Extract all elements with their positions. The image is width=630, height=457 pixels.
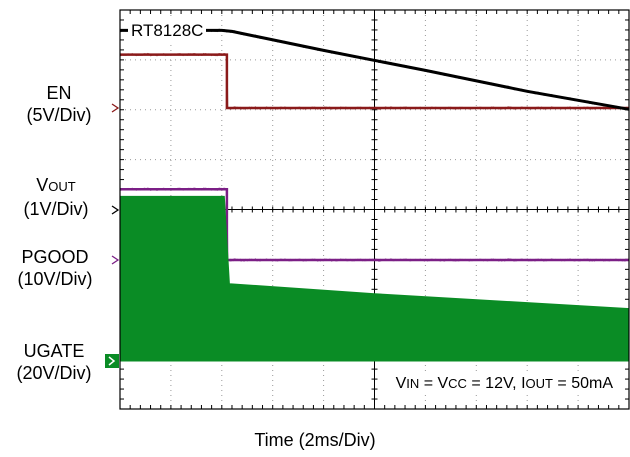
pgood-label: PGOOD (10V/Div) — [6, 246, 104, 290]
ugate-name: UGATE — [23, 341, 85, 361]
ugate-scale: (20V/Div) — [16, 363, 92, 383]
chart-title: RT8128C — [128, 20, 207, 42]
test-conditions: VIN = VCC = 12V, IOUT = 50mA — [392, 375, 616, 393]
vout-name: VOUT — [36, 175, 76, 195]
en-name: EN — [46, 83, 72, 103]
vout-label: VOUT (1V/Div) — [8, 174, 104, 220]
pgood-trace-noise — [119, 187, 630, 262]
en-label: EN (5V/Div) — [14, 82, 104, 126]
pgood-name: PGOOD — [21, 247, 89, 267]
x-axis-label: Time (2ms/Div) — [254, 430, 376, 450]
en-marker — [111, 103, 120, 113]
ugate-label: UGATE (20V/Div) — [4, 340, 104, 384]
pgood-marker — [111, 255, 120, 265]
ugate-marker — [105, 354, 119, 368]
vout-scale: (1V/Div) — [23, 199, 89, 219]
vout-marker — [111, 205, 120, 215]
traces — [105, 28, 630, 368]
en-scale: (5V/Div) — [26, 105, 92, 125]
ugate-marker-arrow — [108, 356, 116, 366]
pgood-scale: (10V/Div) — [17, 269, 93, 289]
en-trace-noise — [119, 52, 630, 110]
plot-frame — [119, 9, 630, 410]
